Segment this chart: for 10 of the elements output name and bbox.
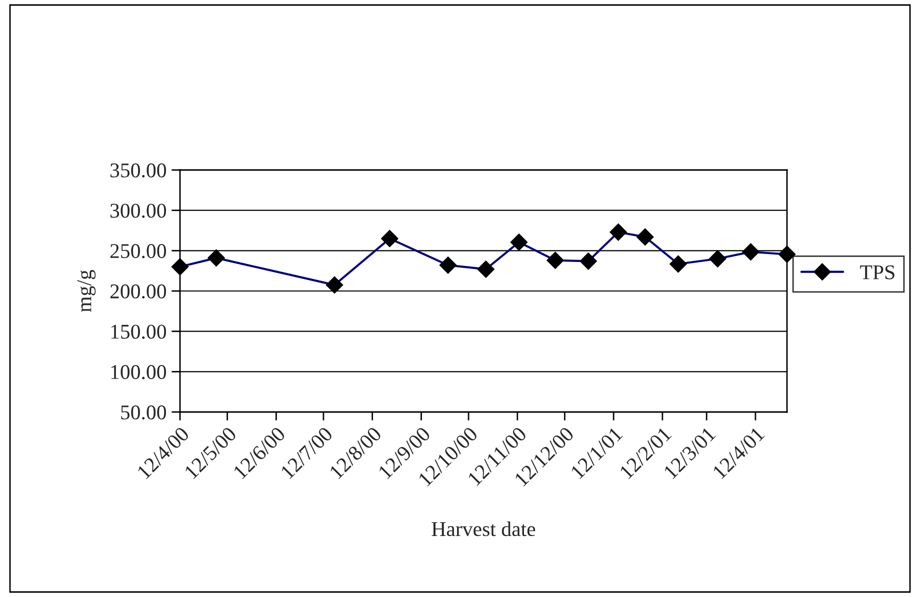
y-tick-label: 200.00 <box>110 284 166 299</box>
y-tick-label: 100.00 <box>111 365 166 380</box>
x-axis-title: Harvest date <box>432 521 536 536</box>
y-axis-title: mg/g <box>77 270 96 312</box>
y-tick-label: 350.00 <box>110 163 166 178</box>
y-tick-label: 300.00 <box>110 204 166 218</box>
y-tick-label: 250.00 <box>110 244 166 258</box>
legend-label: TPS <box>860 265 894 280</box>
y-tick-label: 150.00 <box>111 324 166 339</box>
y-tick-label: 50.00 <box>121 405 166 420</box>
